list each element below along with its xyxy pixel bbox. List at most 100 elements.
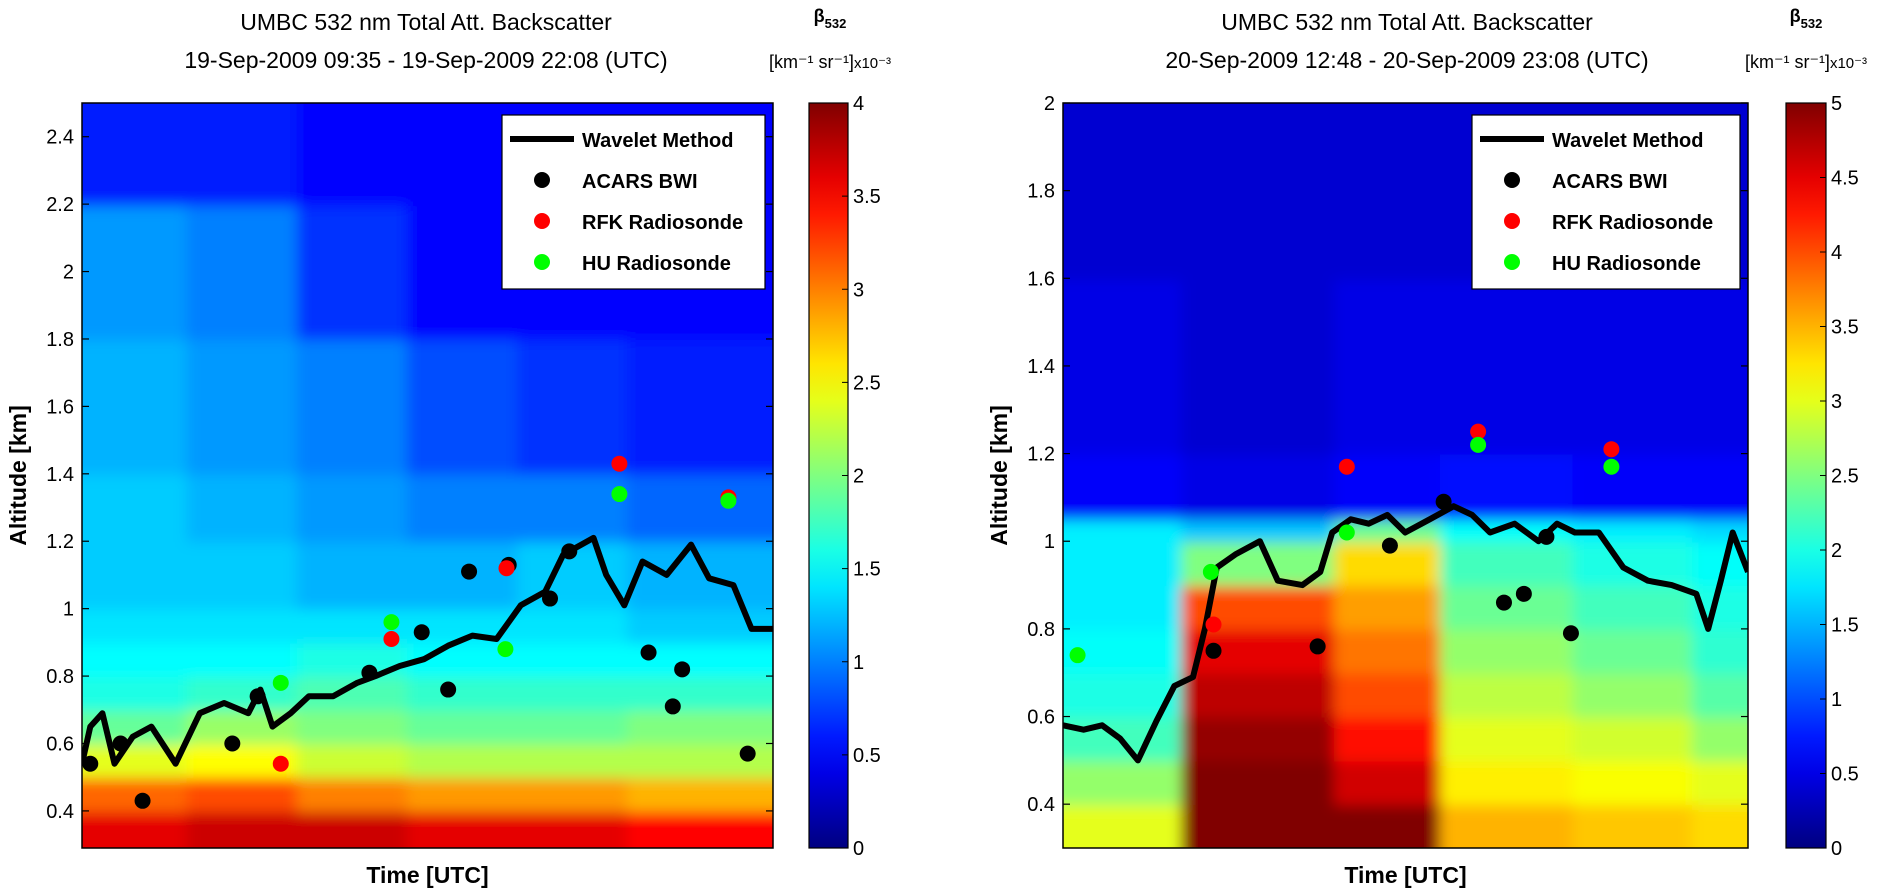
- legend-swatch: [1504, 172, 1520, 188]
- y-tick-label: 0.8: [46, 666, 74, 688]
- heatmap-cell: [1572, 803, 1694, 848]
- heatmap-cell: [1063, 759, 1185, 806]
- colorbar-tick-label: 0: [853, 838, 864, 860]
- colorbar-tick-label: 1.5: [853, 559, 881, 581]
- heatmap-cell: [627, 472, 773, 543]
- heatmap-cell: [186, 607, 299, 644]
- heatmap-cell: [406, 708, 520, 745]
- heatmap-cell: [82, 809, 190, 848]
- colorbar-tick-label: 2: [1831, 540, 1842, 562]
- chart-title: UMBC 532 nm Total Att. Backscatter: [240, 9, 612, 35]
- colorbar-units: [km⁻¹ sr⁻¹]x10⁻³: [769, 52, 891, 72]
- legend-label: Wavelet Method: [582, 130, 734, 152]
- y-tick-label: 1.8: [46, 329, 74, 351]
- scatter-point: [1309, 638, 1326, 655]
- heatmap-cell: [406, 203, 520, 340]
- scatter-point: [440, 681, 457, 698]
- y-tick-label: 1.4: [46, 464, 74, 486]
- chart-subtitle: 20-Sep-2009 12:48 - 20-Sep-2009 23:08 (U…: [1165, 47, 1648, 73]
- heatmap-cell: [1333, 759, 1442, 806]
- y-tick-label: 1.2: [46, 531, 74, 553]
- colorbar-tick-label: 1.5: [1831, 615, 1859, 637]
- panel: 0.4 0.6 0.8 1 1.2 1.4 1.6 1.8 2 UMBC 532 nm Total…: [986, 6, 1867, 888]
- heatmap-cell: [296, 540, 409, 610]
- heatmap-cell: [627, 809, 773, 848]
- scatter-point: [611, 486, 628, 503]
- legend-swatch: [534, 172, 550, 188]
- chart-title: UMBC 532 nm Total Att. Backscatter: [1221, 9, 1593, 35]
- scatter-point: [498, 560, 515, 577]
- heatmap-cell: [1333, 627, 1442, 674]
- scatter-point: [720, 492, 737, 509]
- heatmap-cell: [517, 675, 630, 711]
- heatmap-cell: [627, 675, 773, 711]
- heatmap-cell: [1333, 671, 1442, 718]
- y-tick-label: 1.6: [1027, 268, 1055, 290]
- heatmap-cell: [1572, 277, 1694, 455]
- x-axis-label: Time [UTC]: [366, 862, 488, 888]
- heatmap-cells: [1063, 103, 1748, 848]
- scatter-point: [249, 688, 266, 705]
- heatmap-cell: [1439, 540, 1575, 587]
- heatmap-cell: [1572, 715, 1694, 762]
- heatmap-cell: [1691, 452, 1748, 521]
- heatmap-cell: [82, 472, 190, 543]
- y-tick-label: 1: [63, 599, 74, 621]
- scatter-point: [1205, 616, 1222, 633]
- heatmap-cell: [406, 337, 520, 475]
- legend-swatch: [534, 213, 550, 229]
- scatter-point: [1603, 458, 1620, 475]
- heatmap-cell: [1439, 627, 1575, 674]
- colorbar-tick-label: 4: [1831, 242, 1842, 264]
- heatmap-cell: [82, 337, 190, 475]
- heatmap-cell: [517, 607, 630, 644]
- colorbar-tick-label: 1: [853, 652, 864, 674]
- heatmap-cell: [1181, 518, 1336, 543]
- heatmap-cell: [1572, 540, 1694, 587]
- heatmap-cell: [1691, 627, 1748, 674]
- heatmap-cell: [517, 641, 630, 678]
- heatmap-cell: [406, 103, 520, 207]
- y-tick-label: 2.2: [46, 194, 74, 216]
- heatmap-cell: [1439, 671, 1575, 718]
- colorbar-tick-label: 0: [1831, 838, 1842, 860]
- colorbar-units-text: [km⁻¹ sr⁻¹]: [1745, 52, 1830, 72]
- heatmap-cell: [296, 337, 409, 475]
- heatmap-cell: [1572, 452, 1694, 521]
- heatmap-cell: [82, 641, 190, 678]
- legend-label: HU Radiosonde: [1552, 253, 1701, 275]
- heatmap-cell: [1063, 277, 1185, 455]
- colorbar-title: β532: [1790, 6, 1823, 31]
- y-tick-label: 1.6: [46, 396, 74, 418]
- legend-swatch: [1504, 213, 1520, 229]
- colorbar-tick-label: 3: [853, 279, 864, 301]
- scatter-point: [1515, 585, 1532, 602]
- y-tick-label: 2.4: [46, 127, 74, 149]
- heatmap-cell: [296, 809, 409, 848]
- scatter-point: [664, 698, 681, 715]
- colorbar-tick-label: 5: [1831, 93, 1842, 115]
- scatter-point: [1495, 594, 1512, 611]
- heatmap-cell: [627, 742, 773, 779]
- heatmap-cell: [1181, 803, 1336, 848]
- scatter-point: [1205, 642, 1222, 659]
- heatmap-cell: [1691, 715, 1748, 762]
- scatter-point: [1069, 647, 1086, 664]
- scatter-point: [383, 614, 400, 631]
- colorbar-tick-label: 2: [853, 466, 864, 488]
- y-tick-label: 0.4: [46, 801, 74, 823]
- chart-subtitle: 19-Sep-2009 09:35 - 19-Sep-2009 22:08 (U…: [184, 47, 667, 73]
- legend-label: HU Radiosonde: [582, 253, 731, 275]
- colorbar-tick-label: 1: [1831, 689, 1842, 711]
- heatmap-cell: [1063, 103, 1185, 281]
- colorbar-symbol: β: [1790, 6, 1801, 26]
- heatmap-cell: [1691, 671, 1748, 718]
- colorbar-symbol: β: [814, 6, 825, 26]
- heatmap-cell: [82, 103, 190, 207]
- y-tick-label: 1.4: [1027, 356, 1055, 378]
- heatmap-cell: [406, 472, 520, 543]
- heatmap-cell: [1691, 759, 1748, 806]
- colorbar-scale: x10⁻³: [1830, 55, 1867, 72]
